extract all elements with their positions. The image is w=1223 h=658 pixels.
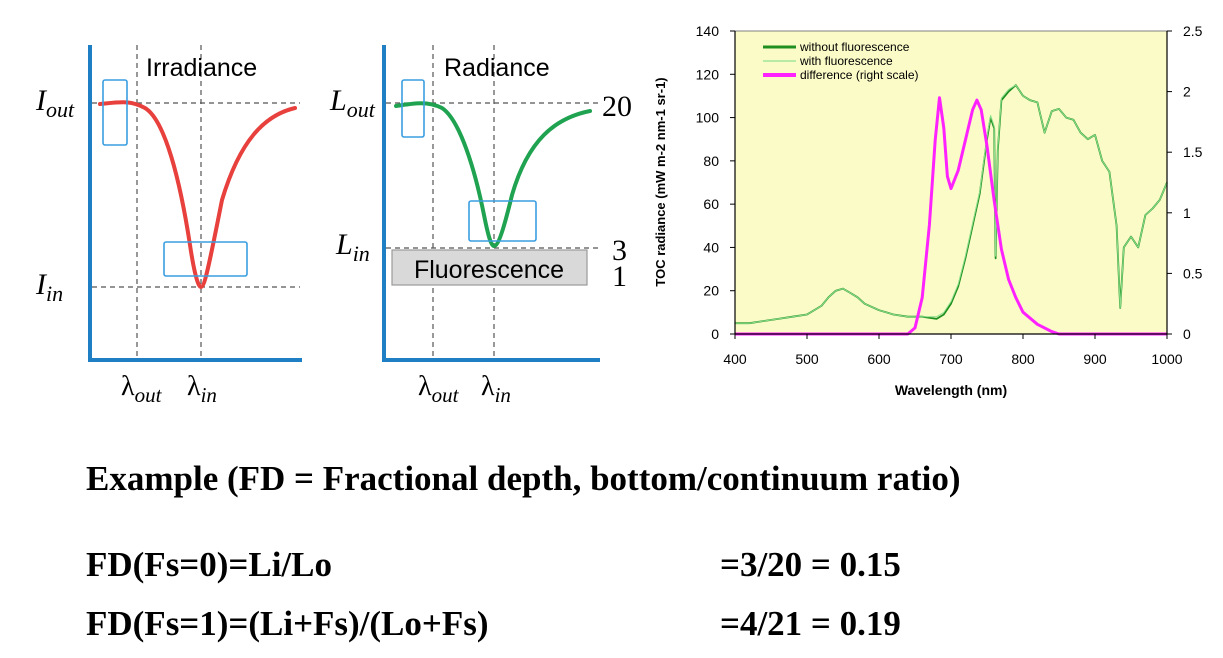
- irradiance-curve: [98, 100, 297, 290]
- fluorescence-box: [391, 249, 588, 286]
- spectrum-chart: 400 500 600 700 800 900 1000020406080100120140…: [653, 23, 1203, 398]
- example-formula-1: FD(Fs=0)=Li/Lo: [86, 545, 332, 584]
- legend-entry-1: with fluorescence: [799, 54, 893, 68]
- radiance-lout-label: Lout: [329, 84, 376, 122]
- irradiance-lambda-out-label: λout: [121, 371, 163, 407]
- radiance-continuum-box: [401, 79, 425, 138]
- irradiance-bottom-box: [163, 241, 248, 277]
- irradiance-title: Irradiance: [146, 54, 257, 82]
- y-tick-label: 120: [696, 66, 720, 82]
- y2-tick-label: 2: [1183, 84, 1191, 100]
- legend-entry-0: without fluorescence: [799, 40, 910, 54]
- y-tick-label: 20: [703, 283, 719, 299]
- radiance-bottom-box: [468, 200, 537, 242]
- tick-label-layer: 400 500 600 700 800 900 1000020406080100120140…: [696, 23, 1203, 367]
- example-result-1: =3/20 = 0.15: [720, 545, 901, 584]
- x-tick-label: 900: [1083, 351, 1107, 367]
- x-axis-label: Wavelength (nm): [895, 382, 1007, 398]
- irradiance-lambda-in-label: λin: [187, 371, 217, 407]
- plot-area: [735, 31, 1167, 334]
- radiance-curve: [394, 101, 592, 249]
- x-tick-label: 1000: [1151, 351, 1182, 367]
- y-tick-label: 80: [703, 153, 719, 169]
- x-tick-label: 800: [1011, 351, 1035, 367]
- axis-layer: [730, 30, 1172, 339]
- radiance-title: Radiance: [444, 54, 550, 82]
- y-tick-label: 0: [711, 326, 719, 342]
- example-result-2: =4/21 = 0.19: [720, 604, 901, 643]
- fluorescence-label: Fluorescence: [414, 256, 564, 284]
- y2-tick-label: 0.5: [1183, 265, 1203, 281]
- irradiance-iin-label: Iin: [35, 268, 63, 306]
- x-tick-label: 400: [723, 351, 747, 367]
- series-line-1: [735, 84, 1168, 324]
- radiance-lambda-in-label: λin: [481, 371, 511, 407]
- radiance-value-top: 20: [602, 90, 632, 123]
- example-heading: Example (FD = Fractional depth, bottom/c…: [86, 459, 961, 498]
- radiance-value-bottom: 1: [612, 260, 627, 293]
- irradiance-iout-label: Iout: [35, 84, 75, 122]
- example-formula-2: FD(Fs=1)=(Li+Fs)/(Lo+Fs): [86, 604, 489, 643]
- y-tick-label: 40: [703, 239, 719, 255]
- y2-tick-label: 1: [1183, 205, 1191, 221]
- x-tick-label: 600: [867, 351, 891, 367]
- legend-entry-2: difference (right scale): [800, 68, 919, 82]
- y-tick-label: 100: [696, 110, 720, 126]
- y-tick-label: 60: [703, 196, 719, 212]
- x-tick-label: 700: [939, 351, 963, 367]
- y-axis-label: TOC radiance (mW m-2 nm-1 sr-1): [653, 77, 668, 286]
- y-tick-label: 140: [696, 23, 720, 39]
- radiance-lambda-out-label: λout: [418, 371, 460, 407]
- irradiance-panel: Irradiance Iout Iin λout λin: [35, 45, 302, 407]
- radiance-lin-label: Lin: [335, 228, 370, 266]
- radiance-value-mid: 3: [612, 234, 627, 267]
- irradiance-continuum-box: [102, 79, 128, 146]
- radiance-panel: Fluorescence Radiance Lout Lin λout λin …: [329, 45, 632, 407]
- y2-tick-label: 1.5: [1183, 144, 1203, 160]
- y2-tick-label: 0: [1183, 326, 1191, 342]
- y2-tick-label: 2.5: [1183, 23, 1203, 39]
- x-tick-label: 500: [795, 351, 819, 367]
- series-layer: [735, 84, 1168, 336]
- series-line-2: [735, 96, 1167, 336]
